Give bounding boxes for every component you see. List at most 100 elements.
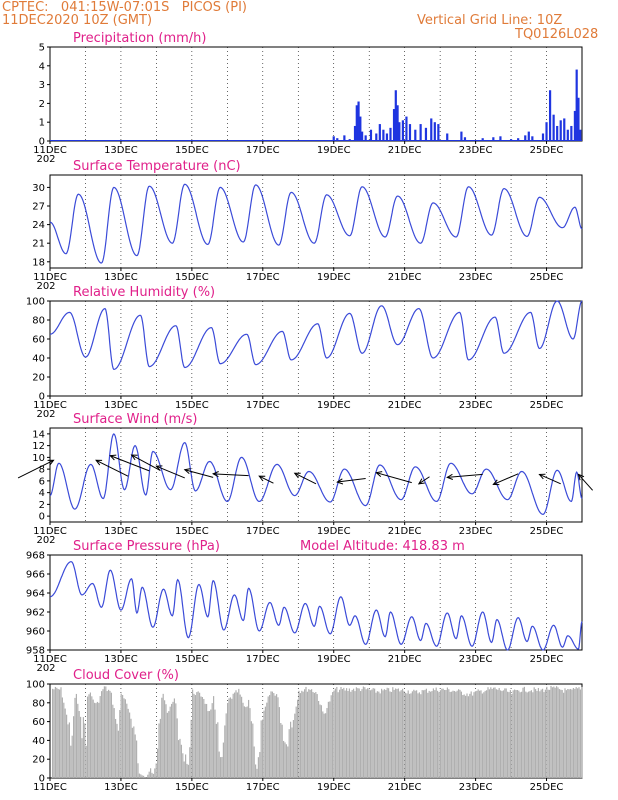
cloud-column <box>428 690 430 778</box>
cloud-column <box>218 751 220 778</box>
cloud-column <box>246 706 248 778</box>
cloud-column <box>456 690 458 778</box>
cloud-column <box>495 689 497 778</box>
cloud-column <box>53 689 55 778</box>
cloud-column <box>60 687 62 778</box>
cloud-column <box>238 688 240 778</box>
cloud-column <box>134 734 136 778</box>
precip-frame <box>49 46 583 142</box>
precip-ytick-label: 0 <box>39 137 45 148</box>
precip-bar <box>357 101 360 141</box>
wind-ytick-label: 10 <box>32 453 45 464</box>
wind-ytick-label: 8 <box>39 465 45 476</box>
cloud-column <box>522 687 524 778</box>
wind-vector <box>213 473 249 477</box>
cloud-column <box>462 695 464 778</box>
temp-ytick-label: 30 <box>32 183 45 194</box>
cloud-column <box>360 691 362 778</box>
wind-series-line <box>49 433 583 516</box>
cloud-column <box>273 693 275 778</box>
cloud-column <box>371 689 373 778</box>
pres-title: Surface Pressure (hPa) <box>73 539 220 554</box>
cloud-column <box>52 688 54 778</box>
cloud-column <box>241 696 243 778</box>
cloud-column <box>192 689 194 778</box>
temp-xtick-label: 23DEC <box>459 272 493 283</box>
cloud-column <box>245 707 247 778</box>
cloud-column <box>74 697 76 778</box>
cloud-column <box>248 699 250 778</box>
cloud-column <box>294 713 296 778</box>
precip-xtick-label: 13DEC <box>104 145 138 156</box>
cloud-column <box>189 747 191 778</box>
cloud-column <box>470 691 472 778</box>
cloud-column <box>239 694 241 778</box>
cloud-column <box>194 695 196 778</box>
cloud-column <box>250 721 252 778</box>
cloud-column <box>525 691 527 778</box>
pres-xtick-label: 25DEC <box>530 654 564 665</box>
cloud-column <box>508 692 510 778</box>
cloud-column <box>557 687 559 778</box>
cloud-column <box>327 701 329 778</box>
cloud-column <box>234 692 236 778</box>
cloud-column <box>89 692 91 778</box>
cloud-column <box>353 688 355 778</box>
cloud-column <box>168 711 170 778</box>
wind-xtick-label: 23DEC <box>459 526 493 537</box>
pres-xtick-label: 23DEC <box>459 654 493 665</box>
cloud-column <box>550 685 552 778</box>
cloud-column <box>340 687 342 778</box>
cloud-column <box>193 693 195 778</box>
rh-ytick-label: 80 <box>32 316 45 327</box>
rh-xtick-label: 13DEC <box>104 400 138 411</box>
cloud-column <box>105 686 107 778</box>
cloud-column <box>572 688 574 778</box>
wind-vector <box>184 469 214 478</box>
cloud-ytick-label: 60 <box>32 717 45 728</box>
cloud-column <box>455 691 457 778</box>
cloud-xtick-label: 25DEC <box>530 782 564 793</box>
cloud-column <box>528 691 530 778</box>
cloud-ytick-label: 20 <box>32 755 45 766</box>
cloud-column <box>309 689 311 778</box>
cloud-column <box>144 777 146 778</box>
cloud-column <box>127 708 129 778</box>
cloud-column <box>355 687 357 778</box>
cloud-column <box>280 722 282 778</box>
precip-bar <box>361 131 364 141</box>
temp-xtick-label: 15DEC <box>175 272 209 283</box>
wind-arrowhead <box>293 472 301 479</box>
wind-xtick-label: 21DEC <box>388 526 422 537</box>
cloud-column <box>318 700 320 778</box>
cloud-column <box>372 688 374 778</box>
wind-xtick-label: 13DEC <box>104 526 138 537</box>
cloud-column <box>68 722 70 778</box>
cloud-column <box>362 686 364 778</box>
cloud-column <box>410 693 412 778</box>
cloud-column <box>262 719 264 778</box>
cloud-xtick-label: 11DEC <box>33 782 67 793</box>
cloud-column <box>379 693 381 778</box>
cloud-column <box>94 702 96 778</box>
cloud-column <box>63 702 65 778</box>
rh-ytick-label: 40 <box>32 354 45 365</box>
wind-arrowhead <box>417 478 425 485</box>
cloud-column <box>108 689 110 778</box>
cloud-column <box>424 689 426 778</box>
cloud-column <box>479 690 481 778</box>
wind-arrowhead <box>446 473 454 480</box>
header-datetime: 11DEC2020 10Z (GMT) <box>2 13 153 28</box>
cloud-column <box>158 723 160 778</box>
cloud-column <box>277 697 279 778</box>
cloud-column <box>141 775 143 778</box>
cloud-column <box>535 689 537 778</box>
cloud-column <box>521 691 523 778</box>
header-grid-note: Vertical Grid Line: 10Z <box>417 13 563 28</box>
cloud-column <box>315 692 317 778</box>
cloud-column <box>511 694 513 778</box>
cloud-column <box>393 689 395 778</box>
cloud-column <box>143 775 145 778</box>
cloud-xtick-label: 21DEC <box>388 782 422 793</box>
cloud-column <box>267 696 269 778</box>
